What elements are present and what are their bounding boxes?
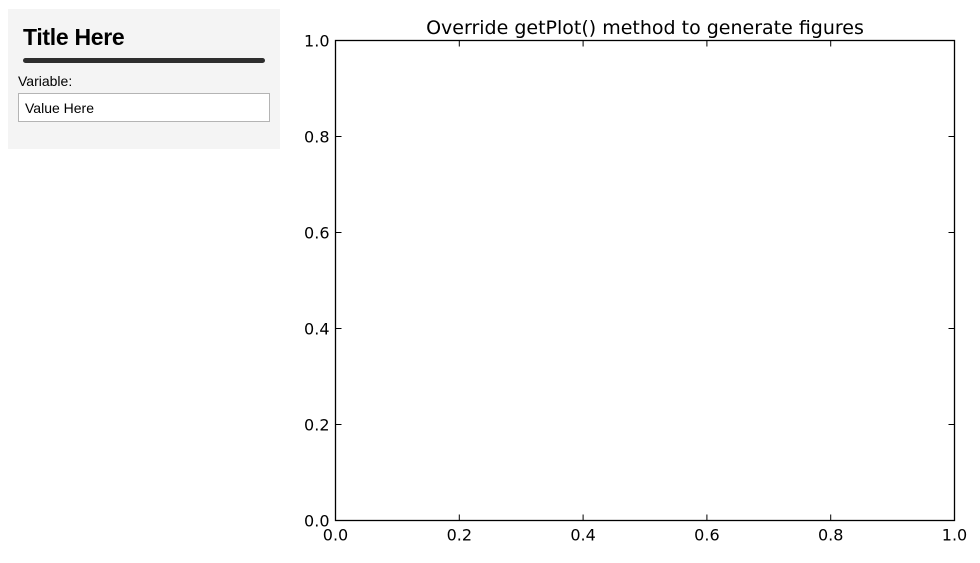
x-tick-label: 0.0: [323, 526, 348, 545]
y-tick-label: 0.0: [304, 512, 329, 531]
y-tick-label: 0.4: [304, 320, 329, 339]
plot-ticks: [335, 40, 955, 521]
y-tick-label: 0.2: [304, 416, 329, 435]
x-tick-label: 0.6: [694, 526, 719, 545]
variable-label: Variable:: [18, 73, 73, 89]
x-tick-label: 0.8: [818, 526, 843, 545]
sidebar-title: Title Here: [23, 24, 125, 50]
y-tick-label: 0.8: [304, 128, 329, 147]
x-tick-label: 1.0: [942, 526, 967, 545]
x-tick-label: 0.2: [447, 526, 472, 545]
variable-input[interactable]: [18, 93, 270, 122]
plot-tick-labels: 0.0 0.2 0.4 0.6 0.8 1.0 0.0 0.2 0.4 0.6 0.8 1.0: [304, 32, 967, 545]
plot-axes-frame: [334, 39, 956, 522]
title-divider: [23, 58, 265, 63]
y-tick-label: 1.0: [304, 32, 329, 51]
x-tick-label: 0.4: [570, 526, 595, 545]
plot-title: Override getPlot() method to generate fi…: [426, 17, 864, 39]
y-tick-label: 0.6: [304, 224, 329, 243]
sidebar-panel: Title Here Variable:: [8, 9, 280, 149]
